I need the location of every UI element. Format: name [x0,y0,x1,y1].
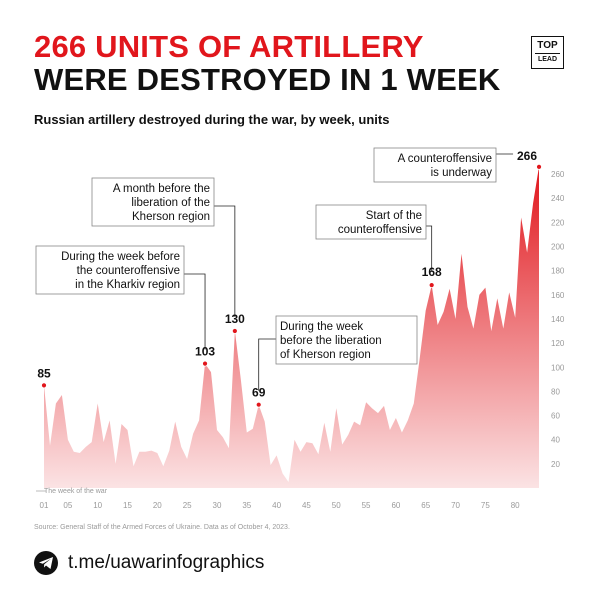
annotation-leader [184,273,206,350]
x-tick-label: 35 [242,501,251,510]
y-tick-label: 260 [551,170,565,179]
annotation-text: before the liberation [280,335,382,347]
annotation-text: During the week before [61,251,180,263]
data-point-marker [231,328,238,334]
y-tick-label: 100 [551,363,565,372]
y-tick-label: 20 [551,460,560,469]
data-point-marker [536,163,542,170]
data-label: 168 [422,265,442,279]
y-tick-label: 200 [551,243,565,252]
annotation: A month before the liberation of the Khers… [91,177,236,318]
annotation-box [373,147,497,183]
data-point-marker [202,360,208,367]
y-tick-label: 140 [551,315,565,324]
data-point-marker [41,382,47,389]
x-tick-label: 65 [421,501,430,510]
annotation-text: counteroffensive [338,224,422,236]
annotation-text: the counteroffensive [77,265,180,277]
annotation-leader [258,338,276,391]
series-area [44,166,539,489]
annotation-box [35,245,185,295]
y-tick-label: 220 [551,218,565,227]
x-tick-label: 45 [302,501,311,510]
logo-top-text: TOP [537,40,558,51]
x-tick-label: 50 [332,501,341,510]
y-tick-label: 80 [551,387,560,396]
annotation-text: During the week [280,321,363,333]
data-label: 85 [37,366,51,380]
y-tick-label: 120 [551,339,565,348]
x-tick-label: 15 [123,501,132,510]
x-tick-label: 40 [272,501,281,510]
data-label: 130 [225,312,245,326]
annotation-text: is underway [431,167,493,179]
y-tick-label: 60 [551,412,560,421]
annotation-leader [426,225,433,272]
annotation-text: liberation of the [131,197,210,209]
annotation-text: in the Kharkiv region [75,279,180,291]
data-label: 266 [517,149,537,163]
y-tick-label: 180 [551,267,565,276]
data-point-marker [255,401,262,408]
title-line-1: 266 UNITS OF ARTILLERY [34,29,424,64]
x-axis-label: The week of the war [44,488,108,495]
annotation: Start of the counteroffensive [315,204,433,272]
x-tick-label: 55 [362,501,371,510]
y-tick-label: 40 [551,436,560,445]
logo-bottom-text: LEAD [535,53,560,65]
artillery-area-chart: 01 05 10 15 20 25 30 35 40 45 50 55 60 65 70 75 80 The we… [35,147,565,510]
x-tick-label: 75 [481,501,490,510]
data-label: 69 [252,386,266,400]
x-tick-label: 60 [391,501,400,510]
y-tick-label: 240 [551,194,565,203]
annotation-box [275,315,418,365]
telegram-icon [34,551,58,575]
telegram-link[interactable]: t.me/uawarinfographics [68,552,265,573]
annotation-text: of Kherson region [280,349,371,361]
annotation-text: Start of the [366,210,422,222]
annotation-box [91,177,215,227]
y-tick-label: 160 [551,291,565,300]
x-tick-label: 01 [40,501,49,510]
x-tick-label: 30 [213,501,222,510]
top-lead-logo: TOP LEAD [531,36,564,69]
annotation-leader [214,205,236,318]
annotation-text: A counteroffensive [398,153,492,165]
annotation: During the week before the counteroffensi… [35,245,206,350]
annotation-box [315,204,427,240]
x-tick-label: 70 [451,501,460,510]
footer: t.me/uawarinfographics [34,548,264,578]
x-tick-label: 10 [93,501,102,510]
data-point-marker [428,282,435,289]
x-tick-label: 25 [183,501,192,510]
title-line-2: WERE DESTROYED IN 1 WEEK [34,62,501,97]
x-tick-label: 80 [511,501,520,510]
annotation: A counteroffensive is underway [373,147,514,183]
chart-subtitle: Russian artillery destroyed during the w… [34,112,390,127]
annotation: During the week before the liberation of K… [258,315,418,391]
data-label: 103 [195,345,215,359]
x-tick-label: 05 [63,501,72,510]
annotation-text: A month before the [113,183,210,195]
annotation-text: Kherson region [132,211,210,223]
source-note: Source: General Staff of the Armed Force… [34,524,290,531]
x-tick-label: 20 [153,501,162,510]
